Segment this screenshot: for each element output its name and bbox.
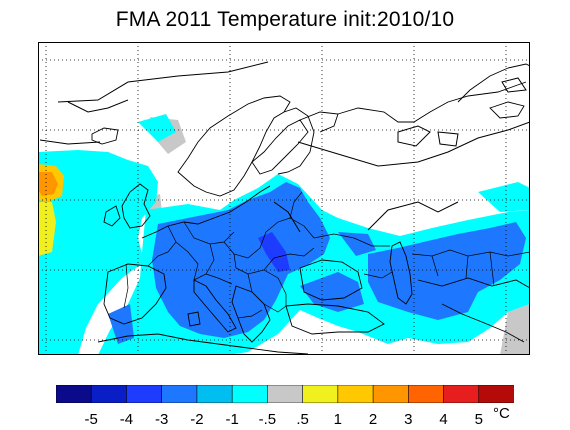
legend-unit: °C <box>493 405 510 422</box>
country-borders <box>123 191 530 319</box>
legend-swatch <box>231 385 268 403</box>
temperature-anomaly-map <box>38 42 530 355</box>
legend-swatch <box>372 385 409 403</box>
legend-swatch <box>267 385 304 403</box>
map-title: FMA 2011 Temperature init:2010/10 <box>115 8 455 31</box>
color-legend-bar <box>56 385 514 403</box>
legend-label: -4 <box>119 411 134 428</box>
legend-swatch <box>90 385 128 403</box>
legend-swatch <box>337 385 374 403</box>
legend-label: -.5 <box>258 411 277 428</box>
legend-label: .5 <box>296 411 309 428</box>
legend-swatch <box>56 385 92 403</box>
legend-swatch <box>196 385 233 403</box>
anomaly-shading <box>38 114 530 355</box>
legend-label: 3 <box>404 411 413 428</box>
legend-label: -2 <box>190 411 204 428</box>
coastlines <box>91 63 530 355</box>
legend-label: -3 <box>155 411 169 428</box>
legend-label: 4 <box>439 411 448 428</box>
legend-label: 1 <box>333 411 343 428</box>
contour-lines <box>39 61 530 233</box>
graticule <box>38 42 530 355</box>
legend-swatch <box>408 385 445 403</box>
legend-swatch <box>478 385 514 403</box>
legend-swatch <box>443 385 480 403</box>
legend-label: -1 <box>225 411 239 428</box>
legend-label: 5 <box>474 411 483 428</box>
map-frame <box>38 42 530 355</box>
legend-swatch <box>161 385 198 403</box>
legend-swatch <box>126 385 163 403</box>
legend-label: 2 <box>368 411 378 428</box>
legend-swatch <box>302 385 339 403</box>
legend-label: -5 <box>84 411 98 428</box>
